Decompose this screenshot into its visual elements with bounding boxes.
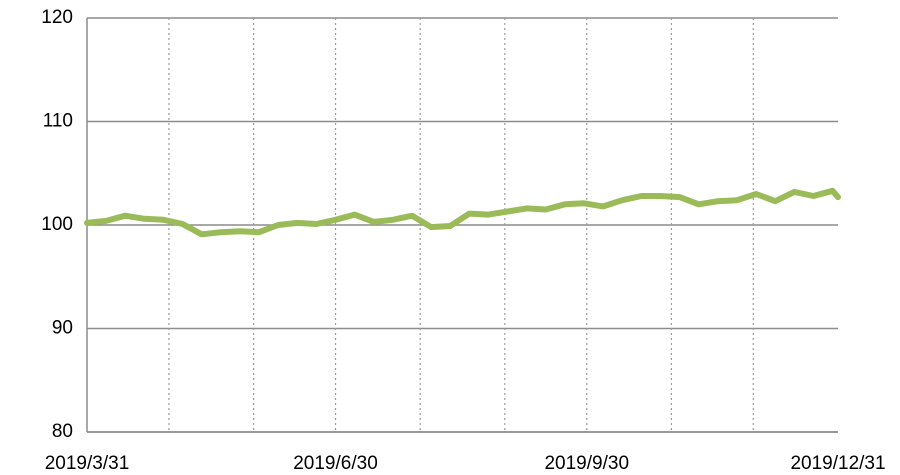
x-tick-label: 2019/12/31	[790, 453, 885, 474]
x-tick-label: 2019/9/30	[544, 453, 629, 474]
y-tick-label: 110	[43, 111, 73, 132]
y-tick-label: 80	[52, 421, 73, 442]
x-tick-label: 2019/3/31	[45, 453, 130, 474]
y-tick-label: 120	[41, 7, 73, 28]
x-tick-label: 2019/6/30	[293, 453, 378, 474]
y-tick-label: 90	[52, 318, 73, 339]
data-line	[84, 187, 841, 238]
y-tick-label: 100	[41, 214, 73, 235]
